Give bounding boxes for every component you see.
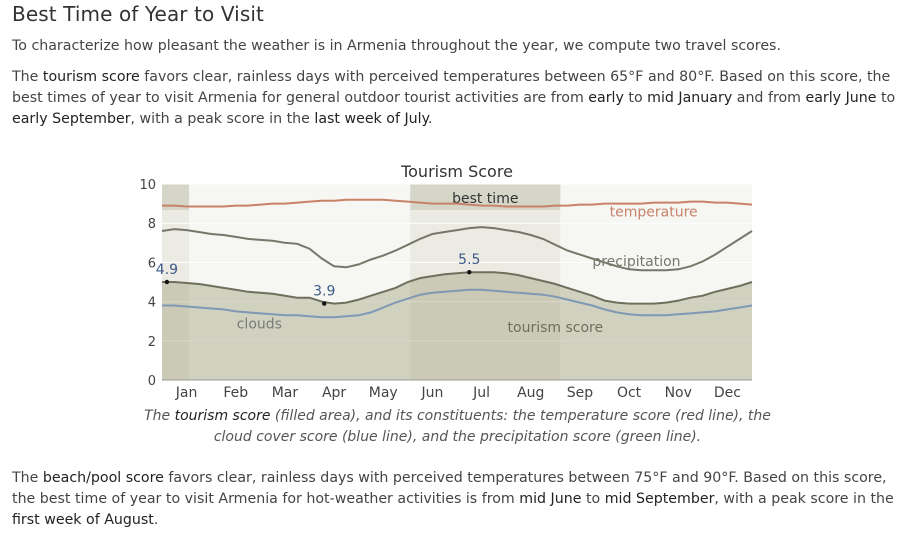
highlight-early: early <box>588 90 624 106</box>
intro-paragraph: To characterize how pleasant the weather… <box>12 38 781 54</box>
text-segment: The <box>144 408 175 424</box>
x-tick-label: Mar <box>272 385 299 401</box>
series-line-clouds <box>162 288 753 319</box>
annotation-point <box>322 301 327 306</box>
text-segment: . <box>153 512 159 528</box>
best-time-label: best time <box>452 191 518 207</box>
y-tick-label: 8 <box>148 217 156 232</box>
series-label: precipitation <box>592 254 680 270</box>
chart-caption: The tourism score (filled area), and its… <box>130 406 785 448</box>
tourism-score-chart: best time Tourism Score 0 2 4 6 8 10 Jan Feb Mar Ap… <box>139 162 753 401</box>
x-tick-label: Sep <box>567 385 594 401</box>
series-label: clouds <box>237 316 282 332</box>
y-tick-label: 2 <box>148 335 156 350</box>
text-segment: favors clear, rainless days with perceiv… <box>12 470 887 507</box>
highlight-mid-june: mid June <box>519 491 582 507</box>
tourism-score-area <box>162 272 752 380</box>
text-segment: to <box>623 90 648 106</box>
y-tick-label: 6 <box>148 256 156 271</box>
text-segment: The <box>12 69 43 85</box>
x-tick-label: Oct <box>617 385 642 401</box>
x-tick-label: Apr <box>322 385 346 401</box>
highlight-mid-january: mid January <box>647 90 733 106</box>
text-segment: and from <box>732 90 806 106</box>
highlight-beach-pool-score: beach/pool score <box>42 470 164 486</box>
text-segment: , with a peak score in the <box>714 491 894 507</box>
x-tick-label: Dec <box>714 385 741 401</box>
highlight-first-week-of-august: first week of August <box>12 512 154 528</box>
text-segment: . <box>427 111 433 127</box>
text-segment: to <box>581 491 605 507</box>
highlight-early-september: early September <box>12 111 131 127</box>
x-tick-label: Aug <box>517 385 544 401</box>
section-heading: Best Time of Year to Visit <box>12 2 264 26</box>
series-label: temperature <box>610 205 698 221</box>
series-label: tourism score <box>508 320 604 336</box>
text-segment: to <box>876 90 896 106</box>
annotation-label: 3.9 <box>313 284 335 300</box>
text-segment: favors clear, rainless days with perceiv… <box>12 69 891 106</box>
x-tick-label: Nov <box>665 385 692 401</box>
highlight-mid-september: mid September <box>604 491 715 507</box>
y-tick-label: 0 <box>148 374 156 389</box>
highlight-tourism-score: tourism score <box>174 408 271 424</box>
annotation-point <box>164 279 170 285</box>
highlight-tourism-score: tourism score <box>42 69 140 85</box>
text-segment: , with a peak score in the <box>130 111 315 127</box>
text-segment: (filled area), and its constituents: the… <box>213 408 771 445</box>
highlight-early-june: early June <box>805 90 877 106</box>
x-tick-label: Feb <box>223 385 248 401</box>
x-tick-label: Jan <box>175 385 198 401</box>
best-time-band <box>410 184 561 380</box>
x-tick-label: May <box>369 385 398 401</box>
annotation-label: 5.5 <box>458 252 480 268</box>
y-tick-label: 10 <box>139 178 156 193</box>
tourism-paragraph: The tourism score favors clear, rainless… <box>12 67 902 130</box>
series-line-temperature <box>162 198 753 208</box>
y-tick-label: 4 <box>148 296 156 311</box>
chart-title: Tourism Score <box>400 162 513 181</box>
annotation-label: 4.9 <box>156 262 178 278</box>
x-tick-label: Jul <box>472 385 490 401</box>
highlight-last-week-of-july: last week of July <box>314 111 428 127</box>
beach-paragraph: The beach/pool score favors clear, rainl… <box>12 468 902 531</box>
annotation-point <box>467 270 472 275</box>
series-line-tourism-score <box>162 271 753 305</box>
x-tick-label: Jun <box>420 385 443 401</box>
text-segment: The <box>12 470 43 486</box>
series-line-precipitation <box>161 226 753 272</box>
